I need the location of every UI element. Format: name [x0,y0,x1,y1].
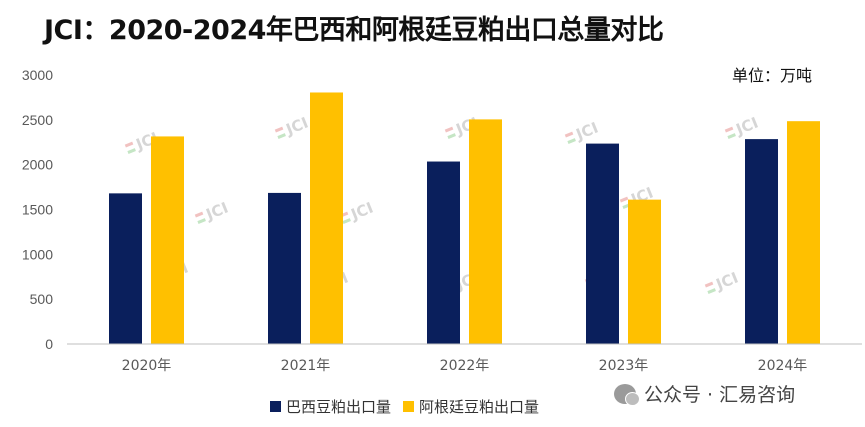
legend-swatch-argentina [403,401,415,412]
wechat-icon [614,383,640,406]
watermark: JCI [564,119,601,144]
svg-text:JCI: JCI [713,269,741,294]
watermark: JCI [194,199,231,224]
legend: 巴西豆粕出口量 阿根廷豆粕出口量 [270,396,551,417]
legend-label-brazil: 巴西豆粕出口量 [286,398,392,416]
bars [109,92,820,344]
watermark: JCI [704,269,741,294]
bar-brazil [586,143,619,344]
x-axis: 2020年 2021年 2022年 2023年 2024年 [122,358,808,374]
legend-item-brazil: 巴西豆粕出口量 [270,396,391,417]
y-tick-label: 2500 [22,112,53,128]
svg-text:JCI: JCI [573,119,601,144]
bar-argentina [151,136,184,344]
legend-label-argentina: 阿根廷豆粕出口量 [419,398,540,416]
x-tick-label: 2020年 [122,358,172,374]
bar-argentina [628,199,661,344]
y-tick-label: 1500 [22,202,53,218]
bar-argentina [787,121,820,344]
svg-text:JCI: JCI [733,114,761,139]
y-tick-label: 0 [45,336,53,352]
bar-brazil [268,192,301,344]
legend-item-argentina: 阿根廷豆粕出口量 [403,396,539,417]
bar-argentina [310,92,343,344]
watermark: JCI [724,114,761,139]
y-tick-label: 500 [30,291,54,307]
watermark: JCI [274,114,311,139]
y-axis: 0 500 1000 1500 2000 2500 3000 [22,67,53,352]
x-tick-label: 2024年 [758,358,808,374]
x-tick-label: 2023年 [599,358,649,374]
y-tick-label: 1000 [22,246,53,262]
svg-text:JCI: JCI [348,199,376,224]
y-tick-label: 2000 [22,157,53,173]
bar-argentina [469,119,502,344]
footer-text: 公众号 · 汇易咨询 [644,384,796,406]
bar-brazil [745,139,778,344]
x-tick-label: 2021年 [281,358,331,374]
x-tick-label: 2022年 [440,358,490,374]
watermark: JCI [339,199,376,224]
bar-brazil [427,161,460,344]
bar-brazil [109,193,142,344]
unit-label: 单位：万吨 [732,66,813,85]
chart-title: JCI：2020-2024年巴西和阿根廷豆粕出口总量对比 [44,15,664,46]
wechat-footer: 公众号 · 汇易咨询 [614,380,795,407]
legend-swatch-brazil [270,401,281,412]
svg-text:JCI: JCI [283,114,311,139]
svg-text:JCI: JCI [203,199,231,224]
y-tick-label: 3000 [22,67,53,83]
